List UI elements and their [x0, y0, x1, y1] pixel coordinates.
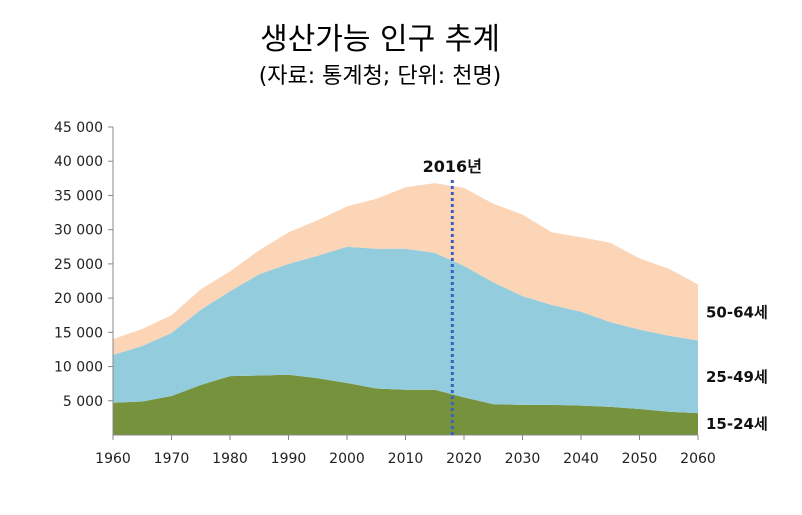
x-tick-label: 2060 — [680, 451, 716, 467]
y-tick-label: 40 000 — [54, 154, 103, 170]
y-tick-label: 45 000 — [54, 120, 103, 136]
y-tick-label: 25 000 — [54, 257, 103, 273]
y-tick-label: 10 000 — [54, 360, 103, 376]
y-tick-label: 30 000 — [54, 223, 103, 239]
x-tick-label: 2010 — [388, 451, 424, 467]
area-series-3 — [113, 183, 698, 355]
y-tick-label: 20 000 — [54, 291, 103, 307]
x-tick-label: 2020 — [446, 451, 482, 467]
x-tick-label: 1960 — [95, 451, 131, 467]
y-tick-label: 35 000 — [54, 188, 103, 204]
x-tick-label: 2030 — [505, 451, 541, 467]
series-label-3: 50-64세 — [706, 303, 768, 321]
y-tick-label: 15 000 — [54, 325, 103, 341]
x-tick-label: 1990 — [271, 451, 307, 467]
series-label-1: 15-24세 — [706, 415, 768, 433]
x-tick-label: 2050 — [622, 451, 658, 467]
area-series-1 — [113, 374, 698, 435]
x-tick-label: 2000 — [329, 451, 365, 467]
y-tick-label: 5 000 — [63, 394, 103, 410]
x-tick-label: 2040 — [563, 451, 599, 467]
x-tick-label: 1980 — [212, 451, 248, 467]
x-tick-label: 1970 — [154, 451, 190, 467]
chart-subtitle: (자료: 통계청; 단위: 천명) — [258, 64, 502, 89]
area-series-2 — [113, 246, 698, 414]
series-label-2: 25-49세 — [706, 368, 768, 386]
marker-label: 2016년 — [423, 157, 482, 176]
chart-title: 생산가능 인구 추계 — [260, 22, 500, 57]
